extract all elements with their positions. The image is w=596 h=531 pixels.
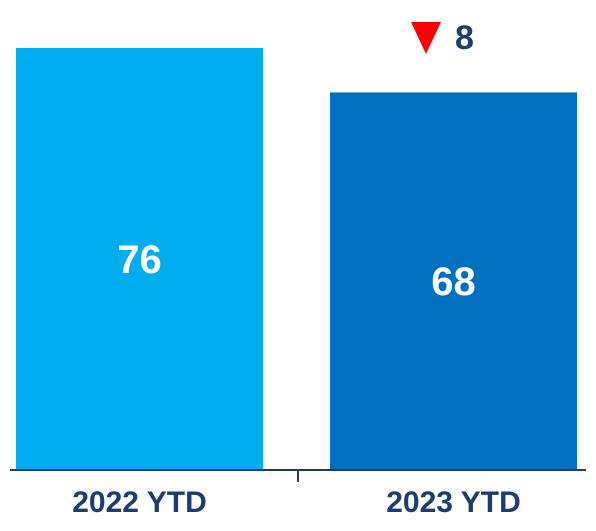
bar-2023-ytd	[330, 92, 577, 470]
change-indicator: 8	[411, 19, 474, 57]
category-labels-group: 2022 YTD 2023 YTD	[72, 486, 521, 519]
value-labels-group: 76 68	[117, 238, 476, 304]
bar-2022-ytd	[16, 48, 263, 470]
change-value-label: 8	[455, 19, 474, 57]
down-triangle-icon	[411, 22, 441, 54]
bar-value-label: 68	[431, 260, 476, 304]
category-label: 2023 YTD	[386, 486, 521, 519]
bars-group	[16, 48, 577, 470]
bar-value-label: 76	[117, 238, 162, 282]
category-label: 2022 YTD	[72, 486, 207, 519]
